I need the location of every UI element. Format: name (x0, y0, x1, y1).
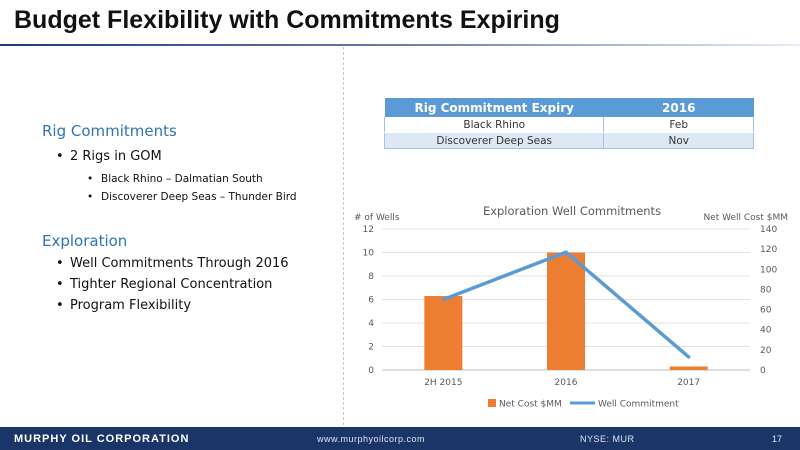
y2-tick-label: 120 (760, 245, 777, 255)
legend-label-net-cost: Net Cost $MM (499, 400, 562, 410)
x-tick-label: 2017 (677, 378, 700, 388)
section-heading-rig-commitments: Rig Commitments (42, 122, 177, 140)
y2-tick-label: 80 (760, 285, 772, 295)
footer-ticker: NYSE: MUR (580, 434, 635, 444)
y2-tick-label: 60 (760, 306, 772, 316)
bar-net-cost (669, 366, 708, 370)
y2-tick-label: 40 (760, 326, 772, 336)
table-row: Discoverer Deep Seas Nov (383, 132, 754, 149)
y-tick-label: 6 (368, 296, 374, 306)
section-heading-exploration: Exploration (42, 232, 128, 250)
y2-tick-label: 20 (760, 346, 772, 356)
y-axis-label: # of Wells (354, 213, 400, 223)
footer-bar: MURPHY OIL CORPORATION www.murphyoilcorp… (0, 427, 800, 450)
table-cell: Discoverer Deep Seas (383, 132, 605, 149)
footer-website-link[interactable]: www.murphyoilcorp.com (317, 434, 426, 444)
column-divider (343, 47, 344, 425)
y2-tick-label: 100 (760, 265, 777, 275)
table-cell: Feb (603, 117, 754, 133)
table-cell: Black Rhino (383, 117, 605, 133)
chart-legend: Net Cost $MM Well Commitment (488, 399, 679, 410)
y-tick-label: 10 (363, 249, 375, 259)
y-tick-label: 12 (363, 225, 374, 235)
rig-commitment-table: Rig Commitment Expiry 2016 Black Rhino F… (383, 98, 754, 149)
x-tick-label: 2016 (555, 378, 578, 388)
table-header-cell: Rig Commitment Expiry (384, 98, 604, 117)
y-tick-label: 0 (368, 366, 374, 376)
title-underline (0, 44, 800, 46)
y-tick-label: 4 (368, 319, 374, 329)
table-row: Black Rhino Feb (383, 117, 754, 133)
y-tick-label: 8 (368, 272, 374, 282)
legend-swatch-net-cost (488, 399, 496, 407)
chart-line-series (441, 250, 691, 359)
table-header-cell: 2016 (603, 98, 754, 117)
sub-bullet-item: • Discoverer Deep Seas – Thunder Bird (87, 191, 297, 203)
page-number: 17 (772, 434, 783, 444)
line-well-commitment (441, 250, 691, 359)
y2-axis-label: Net Well Cost $MM (703, 213, 788, 223)
slide-title: Budget Flexibility with Commitments Expi… (14, 6, 560, 34)
bar-net-cost (547, 252, 585, 370)
bullet-item: • Program Flexibility (56, 298, 192, 313)
bar-net-cost (424, 295, 463, 370)
bullet-item: • 2 Rigs in GOM (56, 149, 162, 164)
chart-bars (424, 252, 708, 370)
y-tick-label: 2 (368, 343, 374, 353)
footer-company: MURPHY OIL CORPORATION (14, 433, 190, 445)
table-cell: Nov (603, 132, 754, 149)
bullet-item: • Tighter Regional Concentration (56, 277, 273, 292)
y2-tick-label: 0 (760, 366, 766, 376)
bullet-item: • Well Commitments Through 2016 (56, 256, 289, 271)
x-tick-label: 2H 2015 (424, 378, 462, 388)
sub-bullet-item: • Black Rhino – Dalmatian South (87, 173, 263, 185)
legend-label-well-commitment: Well Commitment (598, 400, 679, 410)
table-header-row: Rig Commitment Expiry 2016 (384, 98, 754, 117)
chart-title: Exploration Well Commitments (483, 204, 661, 218)
y2-tick-label: 140 (760, 225, 777, 235)
